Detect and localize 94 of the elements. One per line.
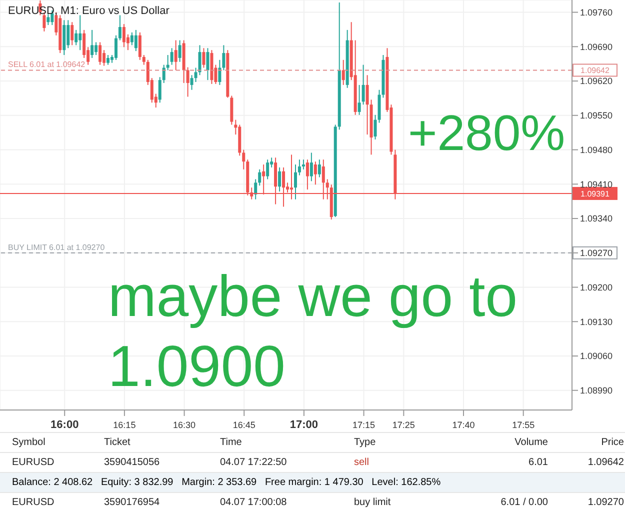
- candlestick: [306, 159, 309, 190]
- candlestick: [302, 159, 305, 170]
- x-tick-label: 16:45: [232, 420, 256, 430]
- text: Price: [601, 437, 624, 448]
- text: Balance: 2 408.62 Equity: 3 832.99 Margin: 2 353.69 Free margin: 1 479.30 Level: 162.85%: [12, 477, 441, 488]
- candlestick: [222, 44, 226, 71]
- candlestick: [174, 40, 178, 71]
- y-tick-label: 1.09270: [580, 248, 613, 258]
- y-tick-label: 1.09550: [580, 110, 613, 121]
- candlestick: [46, 14, 50, 26]
- ref-line-label: 1.09391: [580, 189, 610, 198]
- candlestick: [178, 40, 182, 62]
- candlestick: [258, 168, 262, 186]
- candlestick: [122, 24, 126, 48]
- text: 6.01 / 0.00: [500, 497, 548, 508]
- candlestick: [114, 34, 118, 60]
- text: Type: [354, 437, 376, 448]
- x-tick-label: 16:00: [50, 419, 79, 431]
- text: sell: [354, 457, 370, 468]
- y-tick-label: 1.09060: [580, 351, 613, 362]
- candlestick: [318, 159, 321, 178]
- y-tick-label: 1.09410: [580, 179, 613, 190]
- x-tick-label: 17:00: [290, 419, 318, 431]
- candlestick: [374, 114, 377, 140]
- candlestick: [202, 48, 206, 68]
- text: 1.09642: [588, 457, 624, 468]
- candlestick: [242, 149, 246, 170]
- candlestick: [82, 29, 86, 58]
- text: 04.07 17:22:50: [220, 457, 287, 468]
- y-tick-label: 1.09480: [580, 144, 613, 155]
- candlestick: [254, 178, 258, 200]
- candlestick: [294, 164, 297, 200]
- candlestick: [358, 84, 361, 116]
- x-tick-label: 16:30: [173, 420, 196, 430]
- text: 1.09642: [580, 66, 610, 76]
- text: 6.01: [528, 457, 548, 468]
- candlestick: [70, 22, 74, 46]
- text: 04.07 17:00:08: [220, 497, 287, 508]
- candlestick: [298, 159, 301, 176]
- y-tick-label: 1.09690: [580, 42, 613, 52]
- y-tick-label: 1.09200: [580, 282, 613, 292]
- candlestick: [310, 152, 313, 182]
- candlestick: [186, 66, 190, 98]
- candlestick: [142, 54, 146, 66]
- candlestick: [314, 161, 317, 186]
- annotation: +280%: [408, 104, 566, 162]
- x-tick-label: 17:55: [512, 420, 535, 430]
- candlestick: [98, 42, 102, 66]
- candlestick: [78, 14, 82, 51]
- candlestick: [198, 44, 202, 76]
- candlestick: [90, 29, 94, 58]
- text: Ticket: [104, 437, 130, 448]
- text: 3590415056: [104, 457, 160, 468]
- text: EURUSD: [12, 497, 54, 508]
- text: Symbol: [12, 437, 46, 448]
- candlestick: [170, 48, 174, 66]
- candlestick: [106, 54, 110, 66]
- text: EURUSD: [12, 457, 54, 468]
- ref-line-label: SELL 6.01 at 1.09642: [8, 60, 86, 70]
- text: 3590176954: [104, 497, 160, 508]
- candlestick: [342, 59, 345, 86]
- x-tick-label: 17:15: [352, 420, 376, 430]
- x-tick-label: 17:40: [452, 420, 475, 430]
- annotation: maybe we go to 1.0900: [108, 263, 518, 401]
- candlestick: [134, 29, 138, 52]
- candlestick: [218, 59, 222, 86]
- y-tick-label: 1.09340: [580, 214, 613, 224]
- candlestick: [158, 76, 162, 104]
- candlestick: [118, 14, 122, 41]
- text: buy limit: [354, 497, 391, 508]
- text: 1.09270: [588, 497, 624, 508]
- candlestick: [94, 42, 98, 56]
- candlestick: [190, 74, 194, 90]
- y-tick-label: 1.09130: [580, 316, 613, 327]
- candlestick: [194, 67, 198, 82]
- candlestick: [362, 64, 365, 106]
- y-tick-label: 1.08990: [580, 386, 613, 396]
- candlestick: [130, 32, 134, 46]
- candlestick: [162, 64, 166, 84]
- ref-line-label: BUY LIMIT 6.01 at 1.09270: [8, 242, 106, 252]
- x-tick-label: 16:15: [113, 420, 136, 430]
- text: Volume: [514, 437, 548, 448]
- y-tick-label: 1.09760: [580, 7, 613, 18]
- candlestick: [74, 29, 78, 46]
- y-tick-label: 1.09620: [580, 76, 613, 86]
- candlestick: [206, 48, 210, 81]
- candlestick: [66, 20, 70, 49]
- candlestick: [266, 159, 270, 180]
- candlestick: [138, 32, 142, 60]
- candlestick: [278, 166, 282, 192]
- candlestick: [166, 54, 170, 71]
- candlestick: [366, 74, 369, 136]
- text: Time: [220, 437, 242, 448]
- x-tick-label: 17:25: [392, 420, 415, 430]
